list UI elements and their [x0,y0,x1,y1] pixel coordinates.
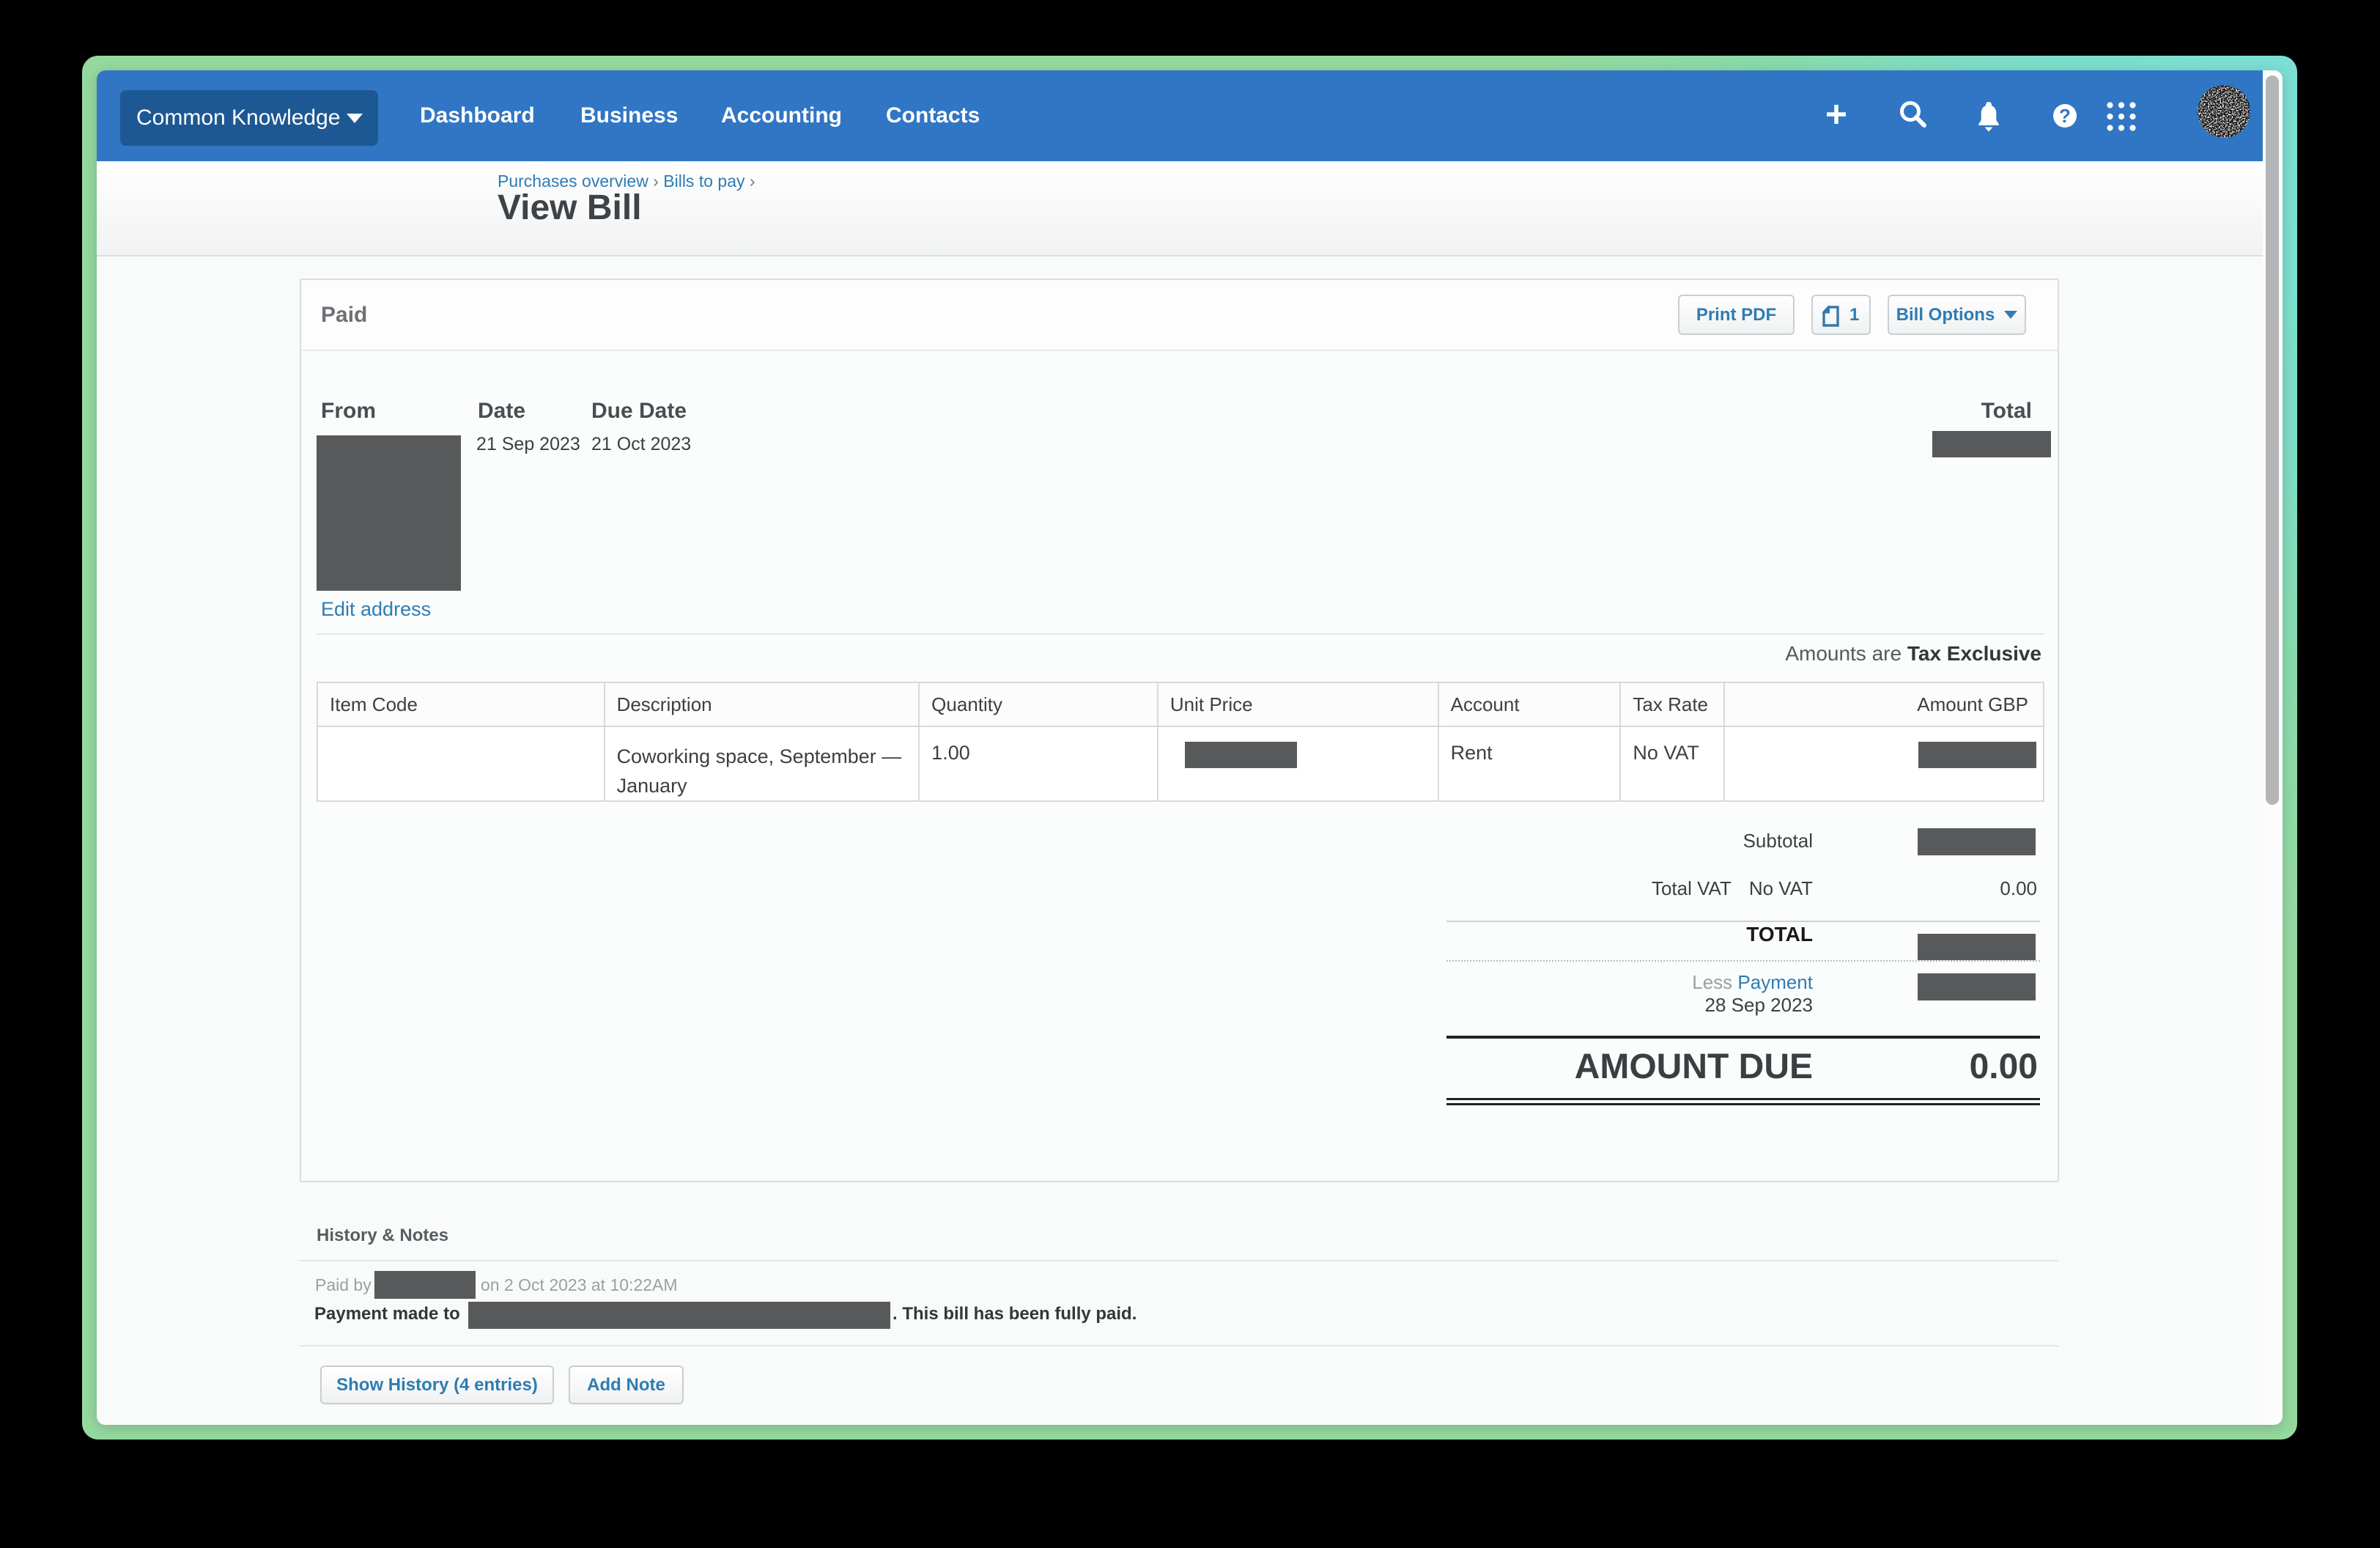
svg-text:?: ? [2059,105,2071,127]
